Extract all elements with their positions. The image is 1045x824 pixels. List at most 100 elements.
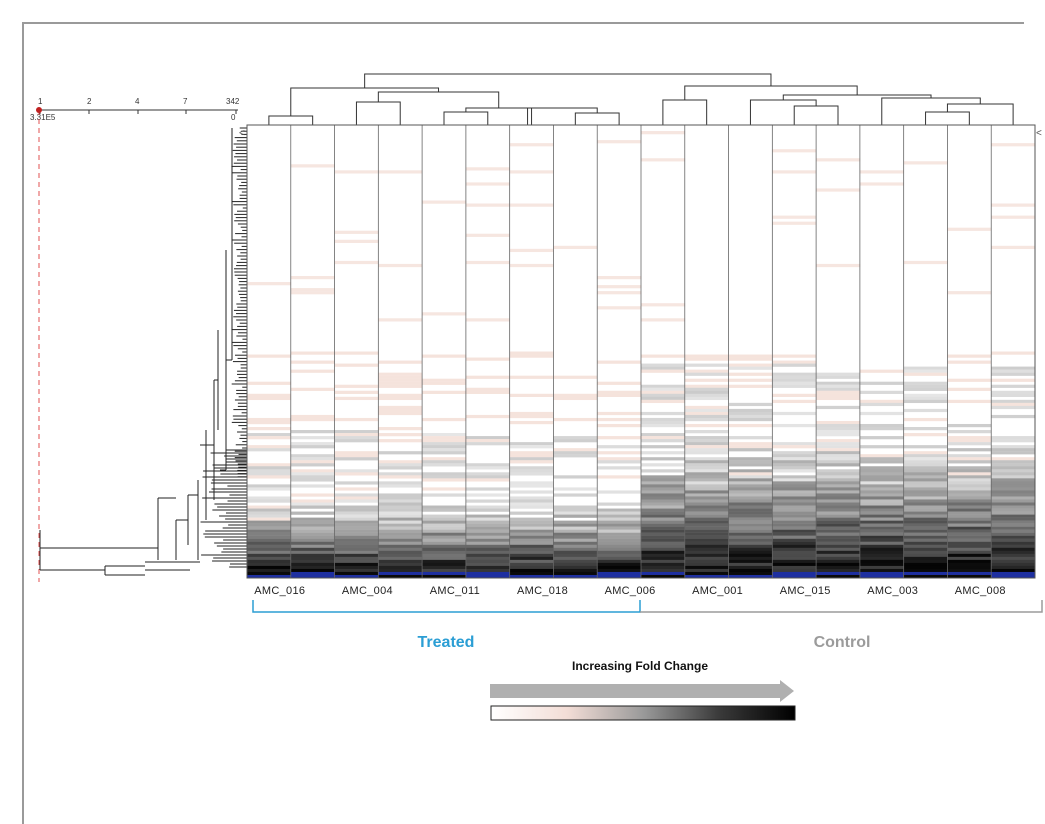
ruler-tick-2: 2 (87, 97, 92, 106)
cutoff-handle[interactable] (36, 107, 42, 113)
column-label[interactable]: AMC_015 (780, 585, 831, 597)
heatmap-cell (290, 276, 335, 280)
heatmap-cell (772, 423, 817, 428)
heatmap-cell (991, 460, 1036, 464)
heatmap-cell (553, 505, 598, 509)
heatmap-cell (816, 381, 861, 385)
heatmap-cell (378, 520, 423, 524)
heatmap-cell (247, 487, 292, 491)
heatmap-cell (903, 544, 948, 548)
heatmap-cell (903, 529, 948, 533)
heatmap-cell (728, 484, 773, 488)
heatmap-cell (991, 469, 1036, 473)
heatmap-cell (509, 451, 554, 455)
heatmap-cell (816, 445, 861, 449)
heatmap-cell (947, 538, 992, 542)
heatmap-cell (903, 574, 948, 579)
column-label[interactable]: AMC_018 (517, 585, 568, 597)
heatmap-cell (991, 451, 1036, 455)
heatmap-cell (509, 562, 554, 567)
heatmap-cell (991, 541, 1036, 545)
heatmap-cell (247, 282, 292, 286)
column-label[interactable]: AMC_003 (867, 585, 918, 597)
heatmap-cell (947, 475, 992, 479)
heatmap-cell (290, 535, 335, 539)
heatmap-cell (378, 427, 423, 431)
heatmap-grid[interactable] (247, 125, 1036, 579)
heatmap-cell (728, 475, 773, 479)
heatmap-cell (684, 535, 729, 539)
heatmap-cell (247, 393, 292, 397)
heatmap-cell (947, 553, 992, 558)
heatmap-cell (859, 541, 904, 545)
column-label[interactable]: AMC_004 (342, 585, 393, 597)
heatmap-cell (903, 508, 948, 512)
right-scroll-marker[interactable]: < (1036, 128, 1042, 139)
heatmap-cell (903, 454, 948, 458)
heatmap-cell (816, 532, 861, 536)
heatmap-cell (816, 490, 861, 494)
heatmap-cell (947, 568, 992, 573)
heatmap-cell (597, 544, 642, 548)
heatmap-cell (728, 523, 773, 527)
heatmap-cell (422, 451, 467, 455)
heatmap-cell (684, 369, 729, 373)
heatmap-cell (290, 484, 335, 488)
column-label[interactable]: AMC_016 (254, 585, 305, 597)
left-scroll-marker[interactable]: < (239, 128, 245, 139)
heatmap-cell (684, 487, 729, 491)
heatmap-cell (947, 556, 992, 561)
heatmap-cell (422, 520, 467, 524)
heatmap-cell (334, 390, 379, 394)
heatmap-cell (247, 475, 292, 479)
column-label[interactable]: AMC_008 (955, 585, 1006, 597)
legend-arrow-icon (490, 680, 794, 702)
heatmap-cell (816, 457, 861, 461)
heatmap-cell (334, 454, 379, 458)
heatmap-cell (991, 517, 1036, 521)
column-label[interactable]: AMC_011 (430, 585, 480, 597)
heatmap-cell (641, 556, 686, 561)
column-label[interactable]: AMC_001 (692, 585, 743, 597)
heatmap-cell (465, 439, 510, 443)
heatmap-cell (465, 390, 510, 394)
heatmap-cell (684, 463, 729, 467)
heatmap-cell (859, 517, 904, 521)
heatmap-cell (991, 511, 1036, 515)
heatmap-cell (597, 423, 642, 428)
heatmap-cell (334, 384, 379, 388)
heatmap-cell (378, 466, 423, 470)
heatmap-cell (684, 472, 729, 476)
heatmap-cell (816, 420, 861, 425)
heatmap-cell (509, 568, 554, 573)
heatmap-cell (728, 487, 773, 491)
heatmap-cell (859, 475, 904, 479)
heatmap-cell (378, 372, 423, 376)
heatmap-cell (728, 562, 773, 567)
heatmap-cell (816, 451, 861, 455)
heatmap-cell (991, 457, 1036, 461)
heatmap-cell (859, 445, 904, 449)
heatmap-cell (772, 499, 817, 503)
heatmap-cell (684, 574, 729, 579)
heatmap-cell (772, 481, 817, 485)
heatmap-cell (422, 460, 467, 464)
heatmap-cell (378, 550, 423, 555)
heatmap-cell (597, 285, 642, 289)
heatmap-cell (772, 466, 817, 470)
heatmap-cell (597, 541, 642, 545)
heatmap-cell (641, 493, 686, 497)
heatmap-cell (641, 523, 686, 527)
heatmap-cell (509, 535, 554, 539)
heatmap-cell (247, 523, 292, 527)
heatmap-cell (597, 436, 642, 440)
heatmap-cell (947, 535, 992, 539)
heatmap-cell (991, 378, 1036, 382)
heatmap-cell (859, 487, 904, 491)
heatmap-cell (553, 523, 598, 527)
column-label[interactable]: AMC_006 (605, 585, 656, 597)
heatmap-cell (728, 514, 773, 518)
heatmap-cell (641, 411, 686, 416)
heatmap-cell (991, 490, 1036, 494)
heatmap-cell (509, 469, 554, 473)
